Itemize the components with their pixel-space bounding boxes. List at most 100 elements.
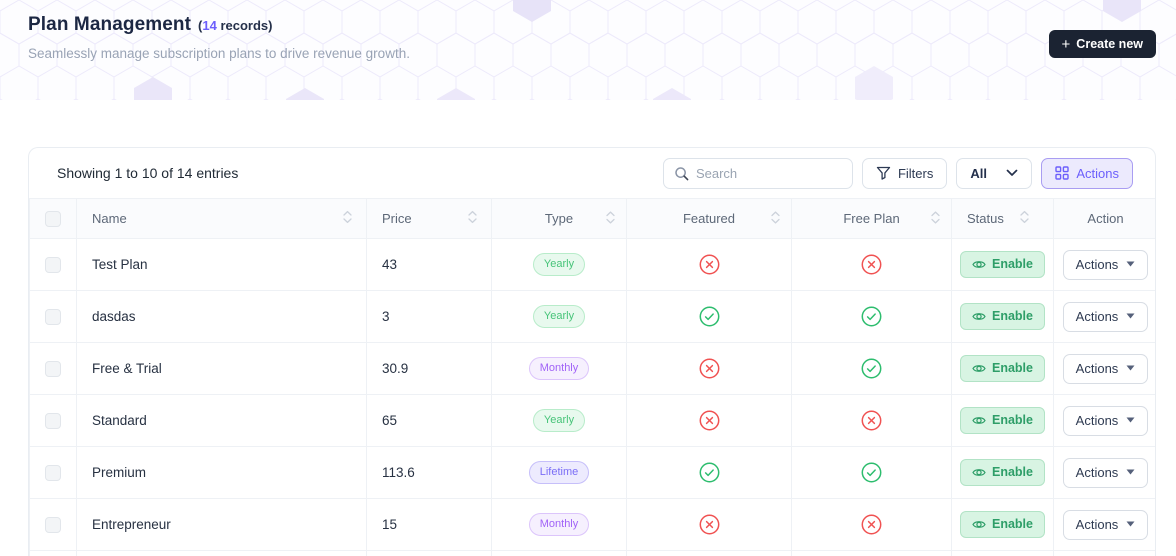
plan-name: Entrepreneur (76, 498, 367, 551)
status-badge[interactable]: Enable (960, 407, 1045, 434)
select-all-checkbox[interactable] (45, 210, 61, 227)
create-new-label: Create new (1076, 37, 1143, 51)
table-controls: Showing 1 to 10 of 14 entries Filters Al… (29, 148, 1155, 198)
plan-name: Standard (76, 394, 367, 447)
page-heading-block: Plan Management (14 records) Seamlessly … (28, 14, 410, 61)
bulk-actions-label: Actions (1076, 165, 1119, 181)
filters-button[interactable]: Filters (861, 157, 948, 189)
table-body: Test Plan 43 Yearly Enable Actions dasda… (29, 238, 1155, 556)
table-row: Premium 113.6 Lifetime Enable Actions (29, 446, 1155, 499)
sort-carets-icon[interactable] (1020, 210, 1029, 227)
caret-down-icon (1126, 261, 1135, 267)
check-circle-icon (699, 462, 720, 483)
column-header[interactable]: Status (951, 198, 1054, 239)
free-plan-cell (791, 394, 952, 447)
row-actions-button[interactable]: Actions (1062, 405, 1149, 436)
plan-price: 113.6 (366, 446, 492, 499)
status-badge[interactable]: Enable (960, 511, 1045, 538)
plans-table: Name Price Type Featured Free Pl (29, 198, 1155, 556)
featured-cell (626, 238, 792, 291)
row-actions-button[interactable]: Actions (1062, 353, 1149, 384)
chevron-down-icon (1006, 169, 1018, 177)
caret-down-icon (1126, 521, 1135, 527)
featured-cell (626, 446, 792, 499)
row-checkbox[interactable] (45, 256, 61, 273)
status-badge[interactable]: Enable (960, 251, 1045, 278)
sort-carets-icon[interactable] (343, 210, 352, 227)
table-row: Free & Trial 30.9 Monthly Enable Actions (29, 342, 1155, 395)
check-circle-icon (861, 306, 882, 327)
free-plan-cell (791, 290, 952, 343)
row-actions-button[interactable]: Actions (1062, 301, 1149, 332)
caret-down-icon (1126, 365, 1135, 371)
x-circle-icon (861, 254, 882, 275)
eye-icon (972, 467, 986, 478)
featured-cell (626, 394, 792, 447)
page-title: Plan Management (28, 14, 192, 35)
table-row: Test Plan 43 Yearly Enable Actions (29, 238, 1155, 291)
row-checkbox[interactable] (45, 464, 61, 481)
column-header[interactable]: Price (366, 198, 492, 239)
free-plan-cell (791, 238, 952, 291)
eye-icon (972, 519, 986, 530)
status-badge[interactable]: Enable (960, 303, 1045, 330)
search-icon (674, 166, 689, 181)
showing-entries-text: Showing 1 to 10 of 14 entries (57, 165, 239, 181)
plan-type-badge: Yearly (532, 408, 586, 433)
create-new-button[interactable]: + Create new (1048, 30, 1156, 58)
page-header: Plan Management (14 records) Seamlessly … (0, 0, 1176, 100)
sort-carets-icon[interactable] (931, 210, 940, 227)
row-actions-button[interactable]: Actions (1062, 249, 1149, 280)
grid-icon (1055, 166, 1070, 180)
eye-icon (972, 363, 986, 374)
sort-carets-icon[interactable] (606, 210, 615, 227)
plan-price: 3 (366, 290, 492, 343)
free-plan-cell (791, 498, 952, 551)
free-plan-cell (791, 446, 952, 499)
featured-cell (626, 498, 792, 551)
search-box[interactable] (662, 157, 853, 189)
table-row: dasdas 3 Yearly Enable Actions (29, 290, 1155, 343)
sort-carets-icon[interactable] (468, 210, 477, 227)
filter-selected-value: All (970, 165, 987, 181)
column-header[interactable]: Type (491, 198, 627, 239)
x-circle-icon (861, 410, 882, 431)
plus-icon: + (1061, 35, 1071, 53)
row-checkbox[interactable] (45, 360, 61, 377)
row-checkbox[interactable] (45, 412, 61, 429)
filter-select[interactable]: All (956, 157, 1033, 189)
plan-name: Premium (76, 446, 367, 499)
check-circle-icon (861, 358, 882, 379)
row-checkbox[interactable] (45, 308, 61, 325)
plan-price: 43 (366, 238, 492, 291)
sort-carets-icon[interactable] (771, 210, 780, 227)
status-badge[interactable]: Enable (960, 355, 1045, 382)
table-header-row: Name Price Type Featured Free Pl (29, 198, 1155, 239)
column-header[interactable]: Free Plan (791, 198, 952, 239)
x-circle-icon (699, 358, 720, 379)
caret-down-icon (1126, 313, 1135, 319)
x-circle-icon (861, 514, 882, 535)
plan-type-badge: Monthly (528, 356, 590, 381)
row-checkbox[interactable] (45, 516, 61, 533)
records-count: (14 records) (198, 18, 273, 33)
x-circle-icon (699, 514, 720, 535)
column-header[interactable]: Featured (626, 198, 792, 239)
row-actions-button[interactable]: Actions (1062, 457, 1149, 488)
plan-price: 65 (366, 394, 492, 447)
plan-name: Free & Trial (76, 342, 367, 395)
bulk-actions-button[interactable]: Actions (1041, 157, 1133, 189)
status-badge[interactable]: Enable (960, 459, 1045, 486)
plan-price: 15 (366, 498, 492, 551)
check-circle-icon (861, 462, 882, 483)
check-circle-icon (699, 306, 720, 327)
column-header[interactable]: Name (76, 198, 367, 239)
x-circle-icon (699, 410, 720, 431)
plan-type-badge: Yearly (532, 304, 586, 329)
caret-down-icon (1126, 469, 1135, 475)
search-input[interactable] (695, 165, 842, 181)
page-subtitle: Seamlessly manage subscription plans to … (28, 46, 410, 61)
featured-cell (626, 342, 792, 395)
eye-icon (972, 415, 986, 426)
row-actions-button[interactable]: Actions (1062, 509, 1149, 540)
